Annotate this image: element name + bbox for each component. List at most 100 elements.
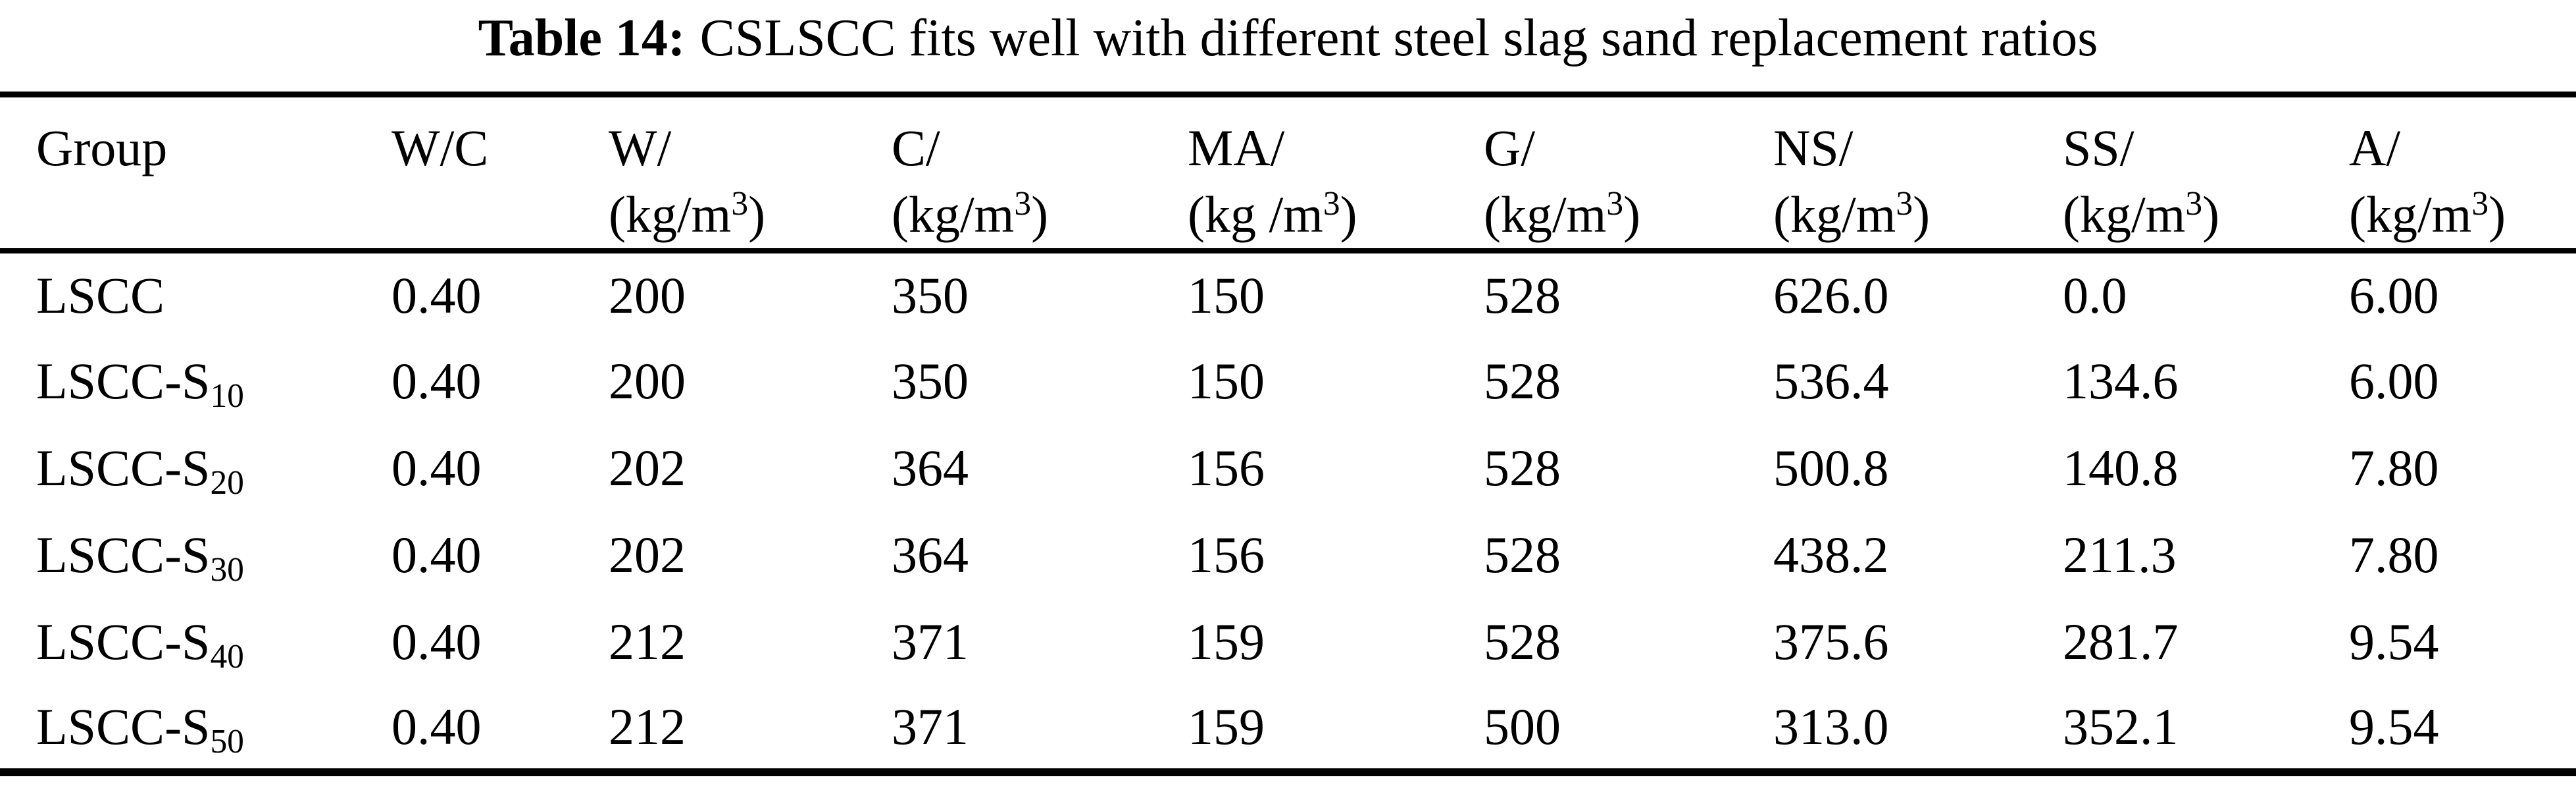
col-header-g: G/ (kg/m3): [1484, 95, 1773, 251]
table-row: LSCC-S10 0.40 200 350 150 528 536.4 134.…: [0, 338, 2576, 425]
col-header-name: W/: [609, 119, 672, 176]
cell-a: 6.00: [2349, 266, 2439, 324]
cell-ns: 536.4: [1773, 352, 1889, 410]
superscript-3: 3: [2185, 184, 2203, 223]
cell-group: LSCC-S40: [36, 612, 244, 676]
cell-group: LSCC-S10: [36, 352, 244, 415]
superscript-3: 3: [1606, 184, 1624, 223]
table-row: LSCC-S40 0.40 212 371 159 528 375.6 281.…: [0, 598, 2576, 685]
group-subscript: 40: [210, 638, 244, 676]
superscript-3: 3: [1896, 184, 1913, 223]
table-row: LSCC-S20 0.40 202 364 156 528 500.8 140.…: [0, 425, 2576, 512]
superscript-3: 3: [731, 184, 749, 223]
cell-c: 364: [892, 525, 969, 583]
table-row: LSCC 0.40 200 350 150 528 626.0 0.0 6.00: [0, 251, 2576, 338]
cell-c: 371: [892, 612, 969, 670]
col-header-name: MA/: [1188, 119, 1285, 176]
table-caption-label: Table 14:: [478, 9, 686, 67]
cell-g: 500: [1484, 697, 1561, 755]
cell-g: 528: [1484, 525, 1561, 583]
cell-c: 350: [892, 266, 969, 324]
superscript-3: 3: [1323, 184, 1340, 223]
table-caption: Table 14: CSLSCC fits well with different…: [0, 8, 2576, 68]
col-header-name: SS/: [2063, 119, 2134, 176]
cell-a: 9.54: [2349, 697, 2439, 755]
cell-ss: 281.7: [2063, 612, 2179, 670]
cell-ns: 375.6: [1773, 612, 1889, 670]
col-header-group: Group: [0, 95, 391, 251]
cell-w: 200: [609, 352, 686, 410]
col-header-a: A/ (kg/m3): [2349, 95, 2576, 251]
col-header-unit: (kg/m3): [1484, 184, 1641, 244]
col-header-name: A/: [2349, 119, 2400, 176]
cell-w: 202: [609, 438, 686, 496]
col-header-ss: SS/ (kg/m3): [2063, 95, 2349, 251]
cell-group: LSCC: [36, 266, 165, 324]
superscript-3: 3: [2471, 184, 2489, 223]
group-subscript: 30: [210, 551, 244, 589]
col-header-unit: (kg/m3): [2349, 184, 2506, 244]
cell-ss: 211.3: [2063, 525, 2177, 583]
cell-ns: 438.2: [1773, 525, 1889, 583]
cell-group: LSCC-S30: [36, 525, 244, 589]
cell-ma: 159: [1188, 612, 1265, 670]
cell-w: 200: [609, 266, 686, 324]
col-header-c: C/ (kg/m3): [892, 95, 1188, 251]
cell-ma: 150: [1188, 352, 1265, 410]
cell-ma: 150: [1188, 266, 1265, 324]
cell-c: 371: [892, 697, 969, 755]
cell-ma: 156: [1188, 525, 1265, 583]
cell-c: 350: [892, 352, 969, 410]
cell-ma: 156: [1188, 438, 1265, 496]
superscript-3: 3: [1014, 184, 1032, 223]
cell-ss: 134.6: [2063, 352, 2179, 410]
table-row: LSCC-S50 0.40 212 371 159 500 313.0 352.…: [0, 685, 2576, 772]
cell-wc: 0.40: [391, 352, 482, 410]
cell-wc: 0.40: [391, 438, 482, 496]
table-row: LSCC-S30 0.40 202 364 156 528 438.2 211.…: [0, 512, 2576, 598]
cell-g: 528: [1484, 438, 1561, 496]
col-header-name: W/C: [391, 119, 489, 176]
col-header-unit: (kg/m3): [1773, 184, 1931, 244]
cell-w: 212: [609, 612, 686, 670]
col-header-unit: (kg/m3): [609, 184, 766, 244]
cell-a: 7.80: [2349, 525, 2439, 583]
cell-c: 364: [892, 438, 969, 496]
cell-a: 6.00: [2349, 352, 2439, 410]
mix-proportions-table: Group W/C W/ (kg/m3) C/ (kg/m3) MA/ (kg …: [0, 92, 2576, 776]
col-header-ma: MA/ (kg /m3): [1188, 95, 1484, 251]
group-subscript: 20: [210, 464, 244, 502]
cell-group: LSCC-S20: [36, 438, 244, 502]
col-header-unit: (kg/m3): [2063, 184, 2220, 244]
col-header-w: W/ (kg/m3): [609, 95, 892, 251]
group-subscript: 50: [210, 723, 244, 761]
cell-g: 528: [1484, 266, 1561, 324]
cell-g: 528: [1484, 612, 1561, 670]
cell-ns: 626.0: [1773, 266, 1889, 324]
cell-group: LSCC-S50: [36, 697, 244, 761]
cell-w: 212: [609, 697, 686, 755]
col-header-ns: NS/ (kg/m3): [1773, 95, 2063, 251]
group-subscript: 10: [210, 377, 244, 415]
col-header-name: C/: [892, 119, 940, 176]
cell-wc: 0.40: [391, 612, 482, 670]
col-header-name: G/: [1484, 119, 1535, 176]
cell-wc: 0.40: [391, 697, 482, 755]
cell-wc: 0.40: [391, 525, 482, 583]
cell-ss: 0.0: [2063, 266, 2127, 324]
col-header-wc: W/C: [391, 95, 609, 251]
cell-ma: 159: [1188, 697, 1265, 755]
header-row: Group W/C W/ (kg/m3) C/ (kg/m3) MA/ (kg …: [0, 95, 2576, 251]
cell-ss: 352.1: [2063, 697, 2179, 755]
cell-wc: 0.40: [391, 266, 482, 324]
col-header-name: NS/: [1773, 119, 1854, 176]
cell-w: 202: [609, 525, 686, 583]
col-header-unit: (kg /m3): [1188, 184, 1357, 244]
cell-a: 9.54: [2349, 612, 2439, 670]
cell-a: 7.80: [2349, 438, 2439, 496]
cell-g: 528: [1484, 352, 1561, 410]
col-header-name: Group: [36, 119, 168, 176]
cell-ns: 313.0: [1773, 697, 1889, 755]
cell-ns: 500.8: [1773, 438, 1889, 496]
